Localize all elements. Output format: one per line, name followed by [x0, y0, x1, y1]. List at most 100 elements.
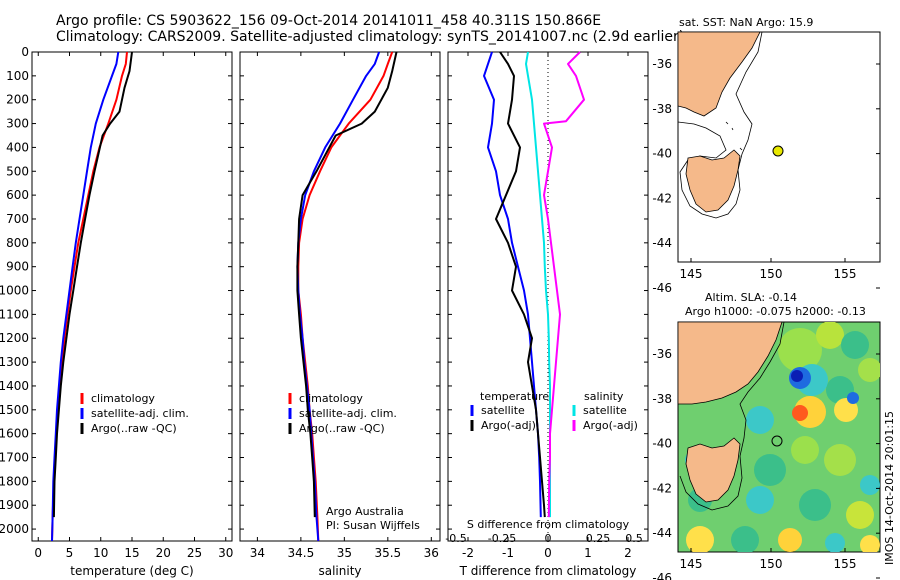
y-tick-label: 2000 [0, 522, 29, 536]
s-difference-label: S difference from climatology [467, 518, 630, 531]
x-tick-label: 35.5 [374, 546, 401, 560]
legend-label: satellite-adj. clim. [91, 407, 189, 420]
argo-australia-annotation: Argo Australia [326, 505, 404, 518]
x-tick-label: 0 [544, 546, 552, 560]
salinity-series-2 [296, 51, 398, 518]
x-tick-label: 30 [218, 546, 233, 560]
legend-label: climatology [299, 392, 363, 405]
temperature-series-2 [52, 51, 133, 518]
shelf-contour [678, 32, 763, 219]
y-tick-label: 300 [6, 117, 29, 131]
y-tick-label: 100 [6, 69, 29, 83]
x-tick-label: 36 [424, 546, 439, 560]
sla-argo-marker [771, 435, 783, 447]
sla-tasmania-land [685, 437, 741, 503]
x-tick-label: 5 [66, 546, 74, 560]
s-tick-label: -0.5 [445, 532, 466, 545]
map-y-tick-label: -36 [652, 347, 672, 361]
map-x-tick-label: 145 [680, 557, 703, 571]
map-x-tick-label: 155 [834, 557, 857, 571]
difference-legend: temperature salinitysatelliteArgo(-adj)sa… [470, 390, 638, 432]
map-y-tick-label: -42 [652, 191, 672, 205]
x-tick-label: 34.5 [288, 546, 315, 560]
y-tick-label: 500 [6, 164, 29, 178]
legend-label: satellite [583, 404, 627, 417]
y-tick-label: 1600 [0, 427, 29, 441]
argo-australia-annotation: PI: Susan Wijffels [326, 519, 420, 532]
legend-label: satellite-adj. clim. [299, 407, 397, 420]
x-tick-label: -1 [502, 546, 514, 560]
difference-series-3 [543, 51, 585, 518]
figure-title-line1: Argo profile: CS 5903622_156 09-Oct-2014… [56, 13, 602, 29]
y-tick-label: 800 [6, 236, 29, 250]
temperature-panel: 0100200300400500600700800900100011001200… [0, 45, 233, 578]
map-y-tick-label: -40 [652, 437, 672, 451]
sla-mainland-land [678, 322, 783, 405]
y-tick-label: 1500 [0, 403, 29, 417]
difference-xlabel: T difference from climatology [459, 564, 637, 578]
x-tick-label: 10 [93, 546, 108, 560]
sst-map: sat. SST: NaN Argo: 15.9 145 150 155 -36 -38… [652, 16, 881, 295]
legend-label: Argo(-adj) [583, 419, 638, 432]
argo-float-marker [772, 145, 784, 157]
s-tick-label: 0 [545, 532, 552, 545]
x-tick-label: -2 [462, 546, 474, 560]
map-y-tick-label: -42 [652, 481, 672, 495]
y-tick-label: 700 [6, 212, 29, 226]
legend-label: Argo(..raw -QC) [91, 422, 177, 435]
y-tick-label: 1300 [0, 355, 29, 369]
sla-map-title-1: Altim. SLA: -0.14 [705, 291, 797, 304]
salinity-panel: 34 34.5 35 35.5 36 salinity climatology satelli… [239, 51, 441, 578]
legend-label: Argo(-adj) [481, 419, 536, 432]
temperature-series-1 [51, 51, 120, 542]
map-y-tick-label: -44 [652, 526, 672, 540]
map-y-tick-label: -40 [652, 147, 672, 161]
salinity-xlabel: salinity [318, 564, 361, 578]
difference-series-1 [495, 51, 546, 518]
s-tick-label: 0.25 [586, 532, 611, 545]
x-tick-label: 0 [34, 546, 42, 560]
legend-title-temperature: temperature [480, 390, 549, 403]
map-y-tick-label: -46 [652, 571, 672, 580]
y-tick-label: 1400 [0, 379, 29, 393]
x-tick-label: 35 [337, 546, 352, 560]
x-tick-label: 1 [584, 546, 592, 560]
legend-title-salinity: salinity [584, 390, 624, 403]
map-x-tick-label: 155 [834, 267, 857, 281]
map-x-tick-label: 150 [760, 557, 783, 571]
x-tick-label: 34 [250, 546, 265, 560]
map-x-tick-label: 145 [680, 267, 703, 281]
y-tick-label: 200 [6, 93, 29, 107]
figure-title-line2: Climatology: CARS2009. Satellite-adjuste… [56, 29, 685, 45]
map-y-tick-label: -46 [652, 281, 672, 295]
y-tick-label: 400 [6, 140, 29, 154]
x-tick-label: 15 [124, 546, 139, 560]
legend-label: satellite [481, 404, 525, 417]
map-x-tick-label: 150 [760, 267, 783, 281]
y-tick-label: 1200 [0, 331, 29, 345]
sla-shelf-contour [679, 322, 785, 511]
map-y-tick-label: -44 [652, 236, 672, 250]
y-tick-label: 1900 [0, 498, 29, 512]
x-tick-label: 25 [187, 546, 202, 560]
s-tick-label: 0.5 [625, 532, 643, 545]
map-y-tick-label: -38 [652, 102, 672, 116]
sla-map: Altim. SLA: -0.14 Argo h1000: -0.075 h20… [652, 291, 881, 580]
x-tick-label: 20 [156, 546, 171, 560]
temperature-xlabel: temperature (deg C) [70, 564, 193, 578]
temperature-legend: climatology satellite-adj. clim. Argo(..ra… [80, 392, 189, 435]
s-tick-label: -0.25 [488, 532, 516, 545]
legend-label: climatology [91, 392, 155, 405]
legend-label: Argo(..raw -QC) [299, 422, 385, 435]
mainland-land [678, 32, 761, 117]
y-tick-label: 1800 [0, 474, 29, 488]
y-tick-label: 900 [6, 260, 29, 274]
salinity-legend: climatology satellite-adj. clim. Argo(..ra… [288, 392, 397, 435]
y-tick-label: 0 [21, 45, 29, 59]
difference-panel: -2 -1 0 1 2 T difference from climatology S di… [445, 51, 649, 578]
y-tick-label: 1100 [0, 307, 29, 321]
sla-map-title-2: Argo h1000: -0.075 h2000: -0.13 [685, 305, 866, 318]
map-y-tick-label: -38 [652, 392, 672, 406]
sst-map-title: sat. SST: NaN Argo: 15.9 [679, 16, 813, 29]
